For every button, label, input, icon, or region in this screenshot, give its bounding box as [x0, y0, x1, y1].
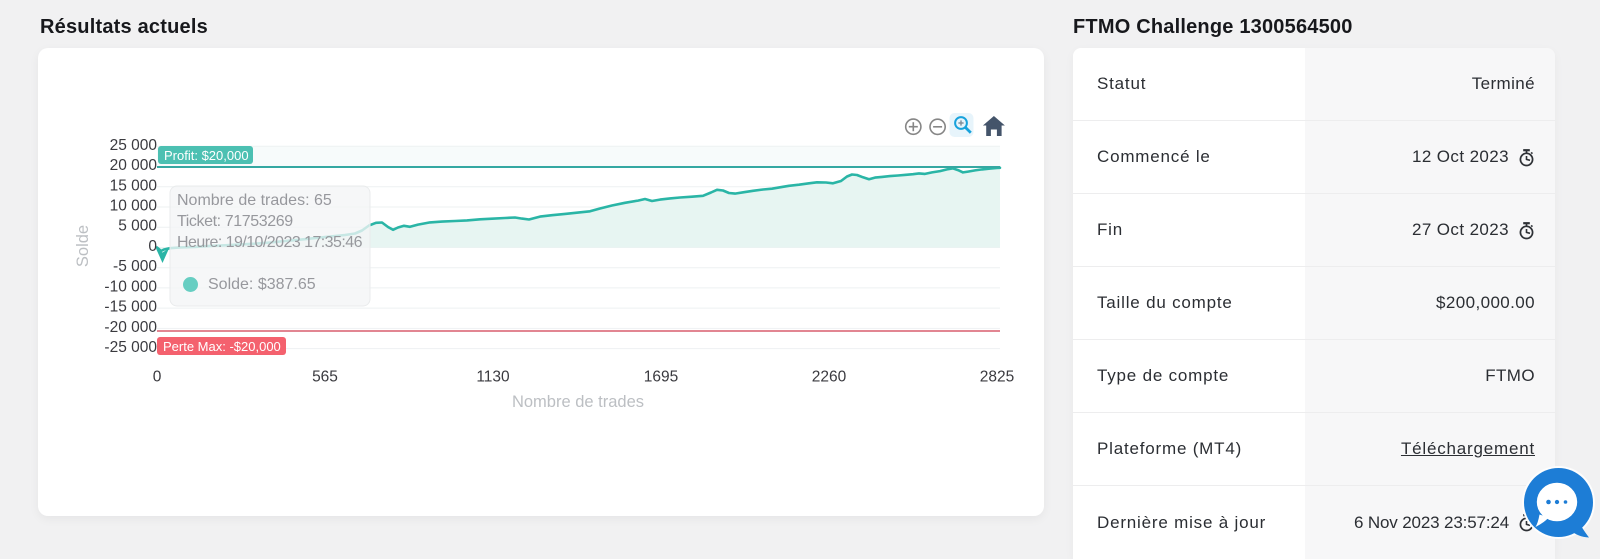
svg-text:Ticket: 71753269: Ticket: 71753269	[177, 213, 293, 230]
svg-text:Nombre de trades: Nombre de trades	[512, 393, 644, 411]
svg-text:5 000: 5 000	[118, 218, 157, 235]
svg-text:-5 000: -5 000	[113, 258, 157, 275]
svg-text:0: 0	[148, 238, 157, 255]
svg-text:10 000: 10 000	[110, 198, 158, 215]
svg-text:Solde: Solde	[74, 225, 92, 267]
svg-text:0: 0	[153, 369, 162, 386]
svg-text:-15 000: -15 000	[104, 299, 157, 316]
svg-text:2825: 2825	[980, 369, 1014, 386]
svg-text:20 000: 20 000	[110, 157, 158, 174]
svg-text:Profit: $20,000: Profit: $20,000	[164, 148, 249, 163]
svg-text:-25 000: -25 000	[104, 339, 157, 356]
svg-text:15 000: 15 000	[110, 177, 158, 194]
svg-text:Heure: 19/10/2023 17:35:46: Heure: 19/10/2023 17:35:46	[177, 234, 363, 251]
svg-text:Perte Max: -$20,000: Perte Max: -$20,000	[163, 339, 281, 354]
svg-text:2260: 2260	[812, 369, 847, 386]
svg-text:1130: 1130	[476, 369, 510, 386]
svg-text:565: 565	[312, 369, 338, 386]
svg-text:Nombre de trades: 65: Nombre de trades: 65	[177, 192, 332, 209]
svg-text:-10 000: -10 000	[104, 278, 157, 295]
svg-text:-20 000: -20 000	[104, 319, 157, 336]
svg-text:1695: 1695	[644, 369, 678, 386]
svg-text:Solde: $387.65: Solde: $387.65	[208, 276, 316, 293]
svg-text:25 000: 25 000	[110, 137, 158, 154]
